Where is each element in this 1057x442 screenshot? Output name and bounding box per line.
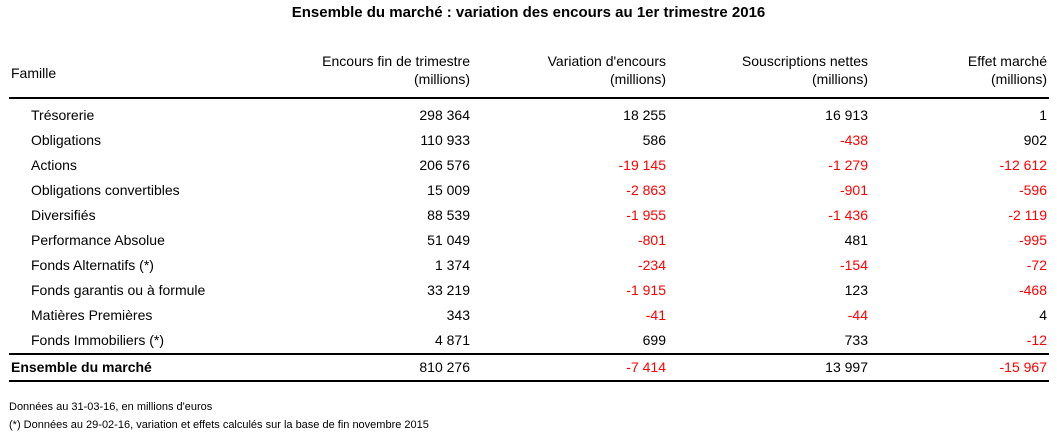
table-row: Diversifiés 88 539 -1 955 -1 436 -2 119 (9, 203, 1049, 228)
header-variation-line2: (millions) (610, 71, 666, 87)
cell-effet: -12 612 (999, 157, 1047, 173)
total-row: Ensemble du marché 810 276 -7 414 13 997 -15… (9, 353, 1049, 382)
cell-souscriptions: -1 279 (828, 157, 868, 173)
cell-souscriptions: 481 (844, 232, 868, 248)
cell-souscriptions: -1 436 (828, 207, 868, 223)
cell-variation: 18 255 (623, 107, 666, 123)
cell-famille: Trésorerie (31, 107, 95, 123)
cell-famille: Fonds Immobiliers (*) (31, 332, 165, 348)
cell-souscriptions: -154 (839, 257, 868, 273)
cell-encours: 810 276 (268, 353, 472, 382)
header-variation: Variation d'encours (millions) (472, 52, 668, 99)
cell-variation: -2 863 (626, 182, 666, 198)
cell-encours: 33 219 (427, 282, 470, 298)
cell-variation: -41 (645, 307, 666, 323)
cell-souscriptions: 733 (844, 332, 868, 348)
header-encours-line2: (millions) (414, 71, 470, 87)
cell-encours: 206 576 (419, 157, 470, 173)
header-effet-line1: Effet marché (967, 53, 1047, 69)
cell-famille: Obligations convertibles (31, 182, 180, 198)
cell-encours: 4 871 (434, 332, 470, 348)
table-row: Fonds Immobiliers (*) 4 871 699 733 -12 (9, 328, 1049, 354)
page-title: Ensemble du marché : variation des encou… (291, 4, 766, 21)
cell-souscriptions: -44 (847, 307, 868, 323)
cell-effet: -15 967 (870, 353, 1049, 382)
cell-variation: -7 414 (472, 353, 668, 382)
cell-variation: 586 (642, 132, 666, 148)
cell-effet: -2 119 (1008, 207, 1047, 223)
table-row: Fonds Alternatifs (*) 1 374 -234 -154 -72 (9, 253, 1049, 278)
cell-variation: -234 (637, 257, 666, 273)
cell-variation: -801 (637, 232, 666, 248)
table-row: Actions 206 576 -19 145 -1 279 -12 612 (9, 153, 1049, 178)
cell-encours: 88 539 (427, 207, 470, 223)
cell-encours: 343 (446, 307, 470, 323)
cell-famille: Obligations (31, 132, 102, 148)
cell-souscriptions: 16 913 (825, 107, 868, 123)
cell-effet: -995 (1018, 232, 1047, 248)
cell-famille: Fonds garantis ou à formule (31, 282, 206, 298)
cell-souscriptions: 123 (844, 282, 868, 298)
table-body: Trésorerie 298 364 18 255 16 913 1 Obligation… (9, 98, 1049, 382)
table-row: Trésorerie 298 364 18 255 16 913 1 (9, 98, 1049, 128)
cell-effet: -596 (1018, 182, 1047, 198)
cell-souscriptions: -438 (839, 132, 868, 148)
market-table: Famille Encours fin de trimestre (millio… (9, 52, 1049, 382)
cell-souscriptions: 13 997 (668, 353, 870, 382)
cell-souscriptions: -901 (839, 182, 868, 198)
table-row: Fonds garantis ou à formule 33 219 -1 915 1… (9, 278, 1049, 303)
header-souscriptions-line1: Souscriptions nettes (741, 53, 868, 69)
table-row: Obligations convertibles 15 009 -2 863 -901… (9, 178, 1049, 203)
table-row: Obligations 110 933 586 -438 902 (9, 128, 1049, 153)
header-souscriptions: Souscriptions nettes (millions) (668, 52, 870, 99)
cell-encours: 15 009 (427, 182, 470, 198)
cell-effet: 902 (1023, 132, 1047, 148)
header-effet-line2: (millions) (991, 71, 1047, 87)
cell-variation: -1 915 (626, 282, 666, 298)
footnote-dates: (*) Données au 29-02-16, variation et ef… (9, 419, 429, 431)
cell-famille: Matières Premières (31, 307, 153, 323)
header-variation-line1: Variation d'encours (547, 53, 666, 69)
header-famille: Famille (9, 52, 268, 99)
cell-encours: 51 049 (427, 232, 470, 248)
cell-famille: Diversifiés (31, 207, 96, 223)
cell-famille: Ensemble du marché (9, 353, 268, 382)
cell-encours: 298 364 (419, 107, 470, 123)
cell-variation: -1 955 (626, 207, 666, 223)
header-souscriptions-line2: (millions) (812, 71, 868, 87)
footnotes: Données au 31-03-16, en millions d'euros… (9, 398, 429, 434)
table-row: Performance Absolue 51 049 -801 481 -995 (9, 228, 1049, 253)
cell-effet: 4 (1039, 307, 1047, 323)
cell-effet: -72 (1026, 257, 1047, 273)
cell-encours: 110 933 (420, 132, 470, 148)
cell-famille: Fonds Alternatifs (*) (31, 257, 154, 273)
footnote-units: Données au 31-03-16, en millions d'euros (9, 401, 213, 413)
table-row: Matières Premières 343 -41 -44 4 (9, 303, 1049, 328)
header-encours-line1: Encours fin de trimestre (322, 53, 470, 69)
table-header-row: Famille Encours fin de trimestre (millio… (9, 52, 1049, 99)
header-encours: Encours fin de trimestre (millions) (268, 52, 472, 99)
header-effet: Effet marché (millions) (870, 52, 1049, 99)
cell-famille: Actions (31, 157, 77, 173)
cell-effet: -12 (1026, 332, 1047, 348)
cell-effet: 1 (1039, 107, 1047, 123)
cell-encours: 1 374 (434, 257, 470, 273)
cell-famille: Performance Absolue (31, 232, 165, 248)
cell-effet: -468 (1018, 282, 1047, 298)
cell-variation: -19 145 (618, 157, 666, 173)
cell-variation: 699 (642, 332, 666, 348)
